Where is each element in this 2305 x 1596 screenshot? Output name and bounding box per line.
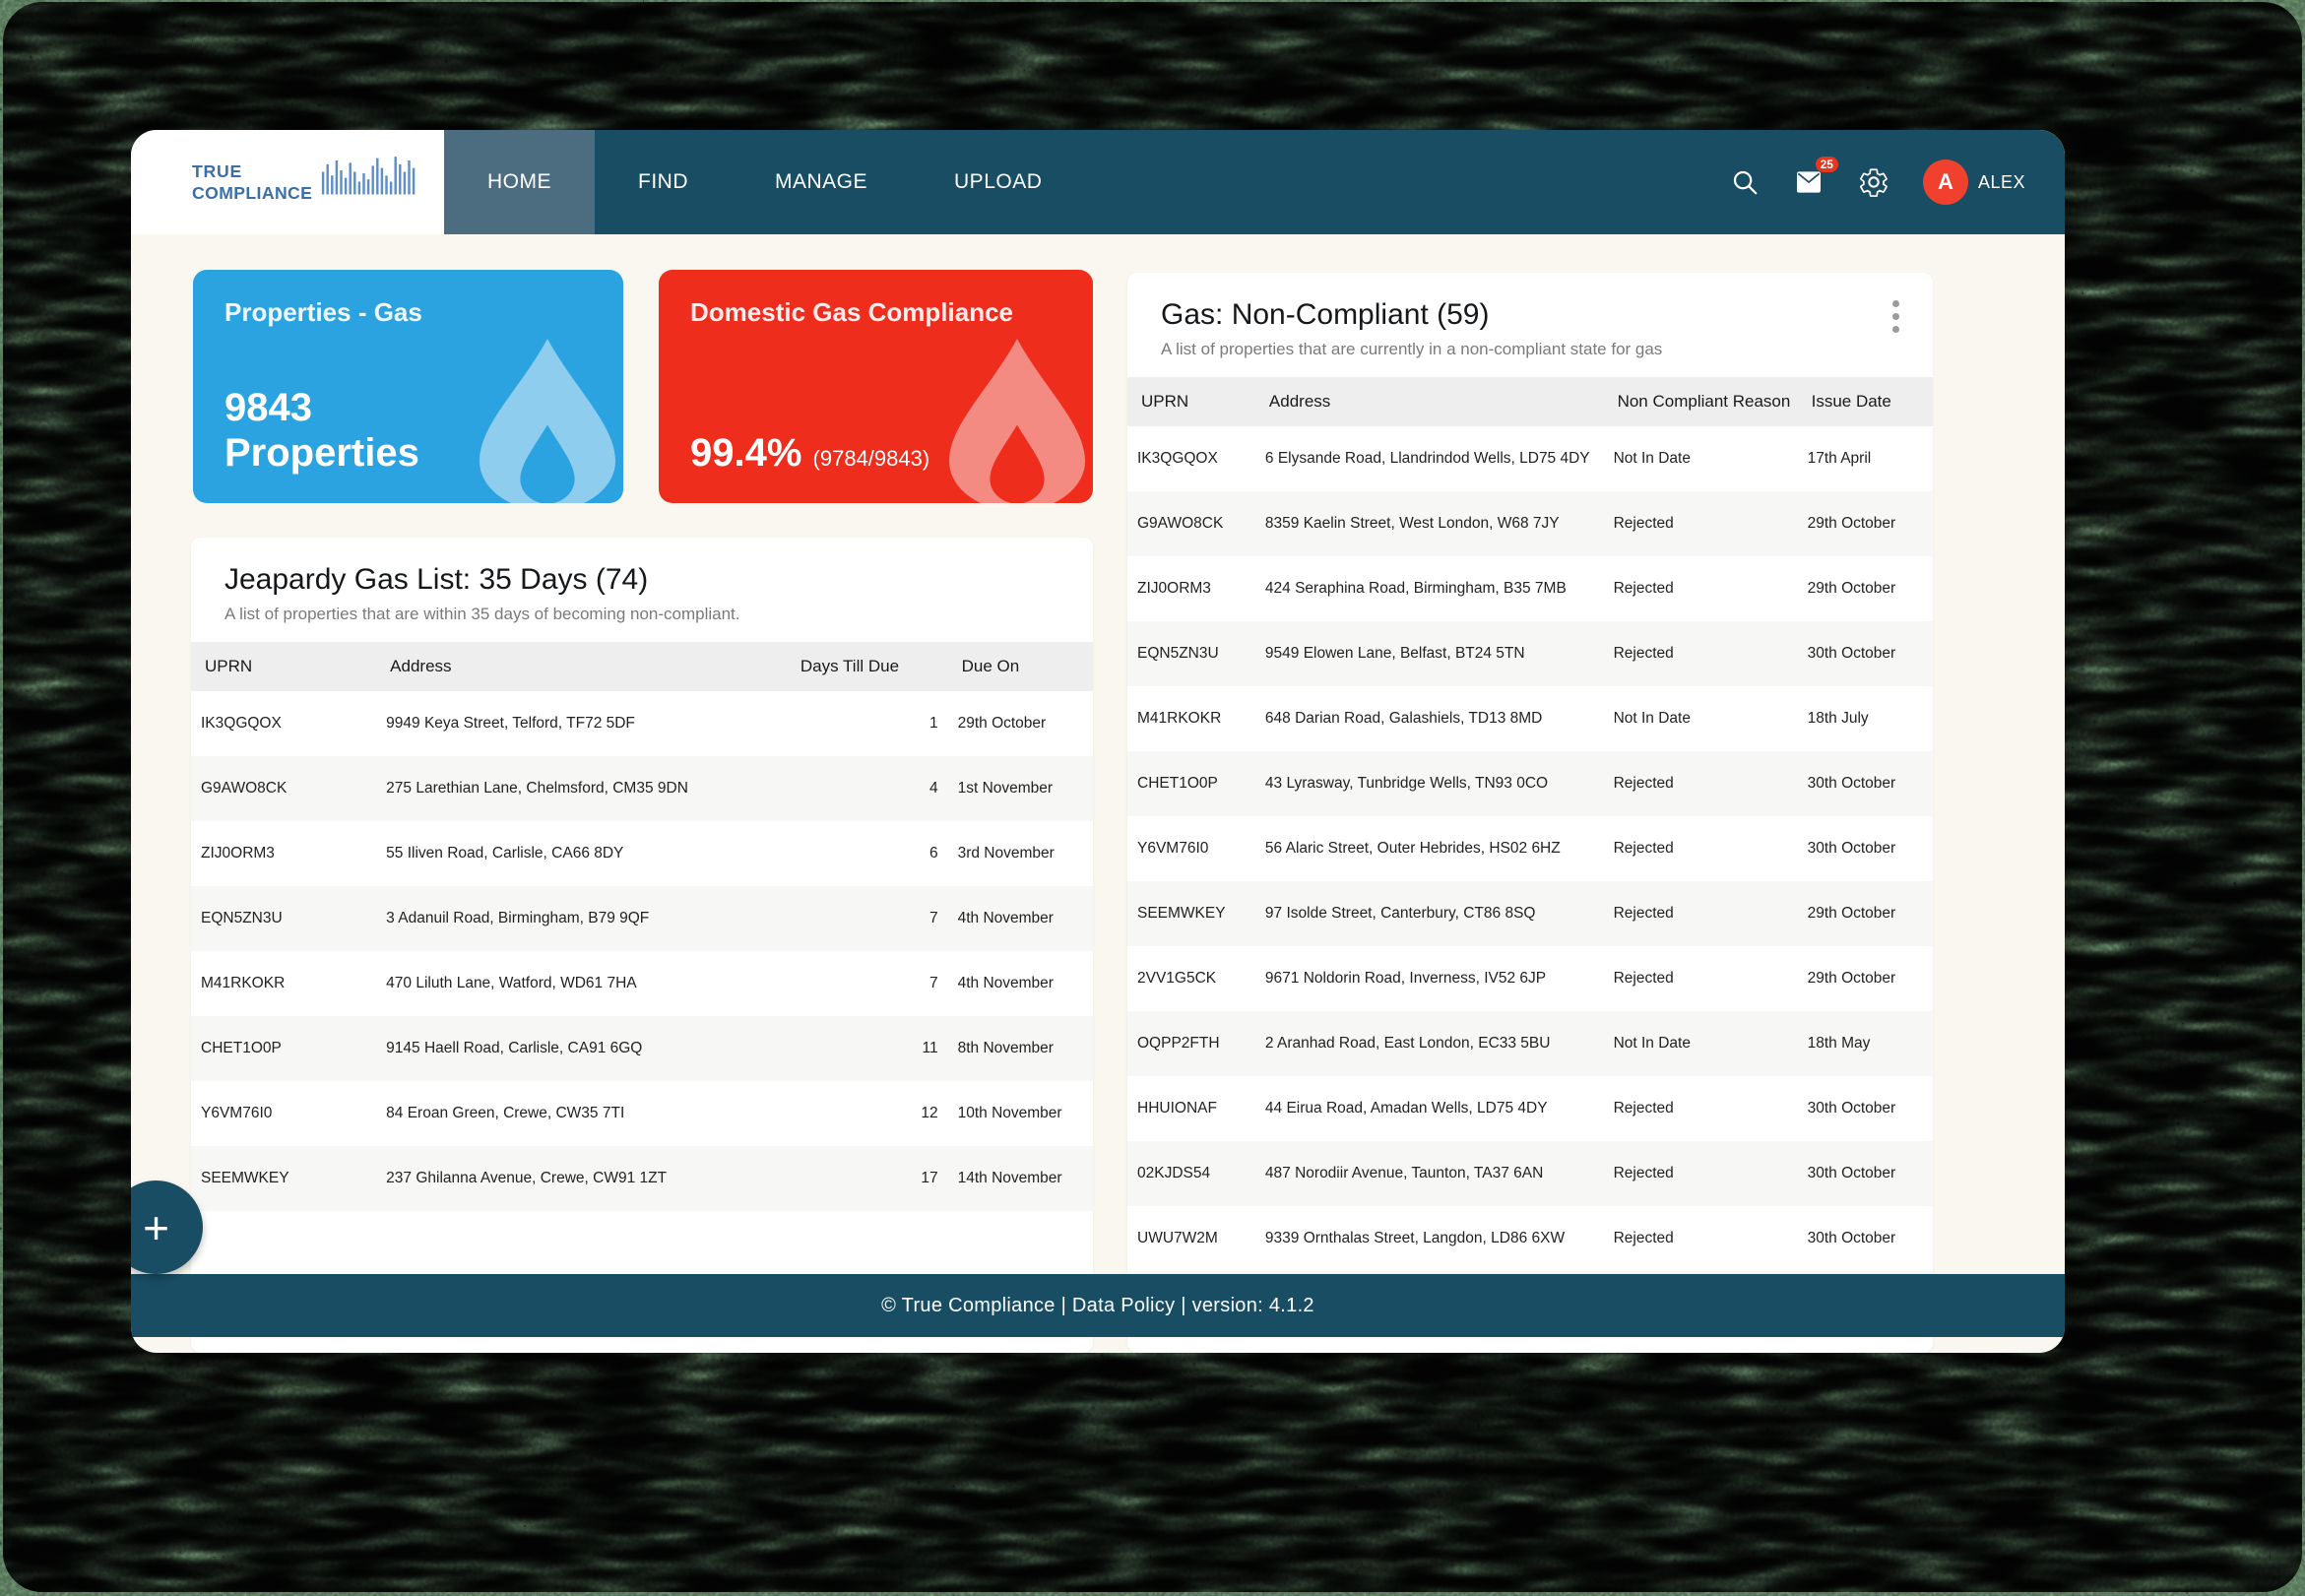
svg-text:COMPLIANCE: COMPLIANCE bbox=[192, 183, 312, 203]
svg-text:TRUE: TRUE bbox=[192, 161, 242, 181]
